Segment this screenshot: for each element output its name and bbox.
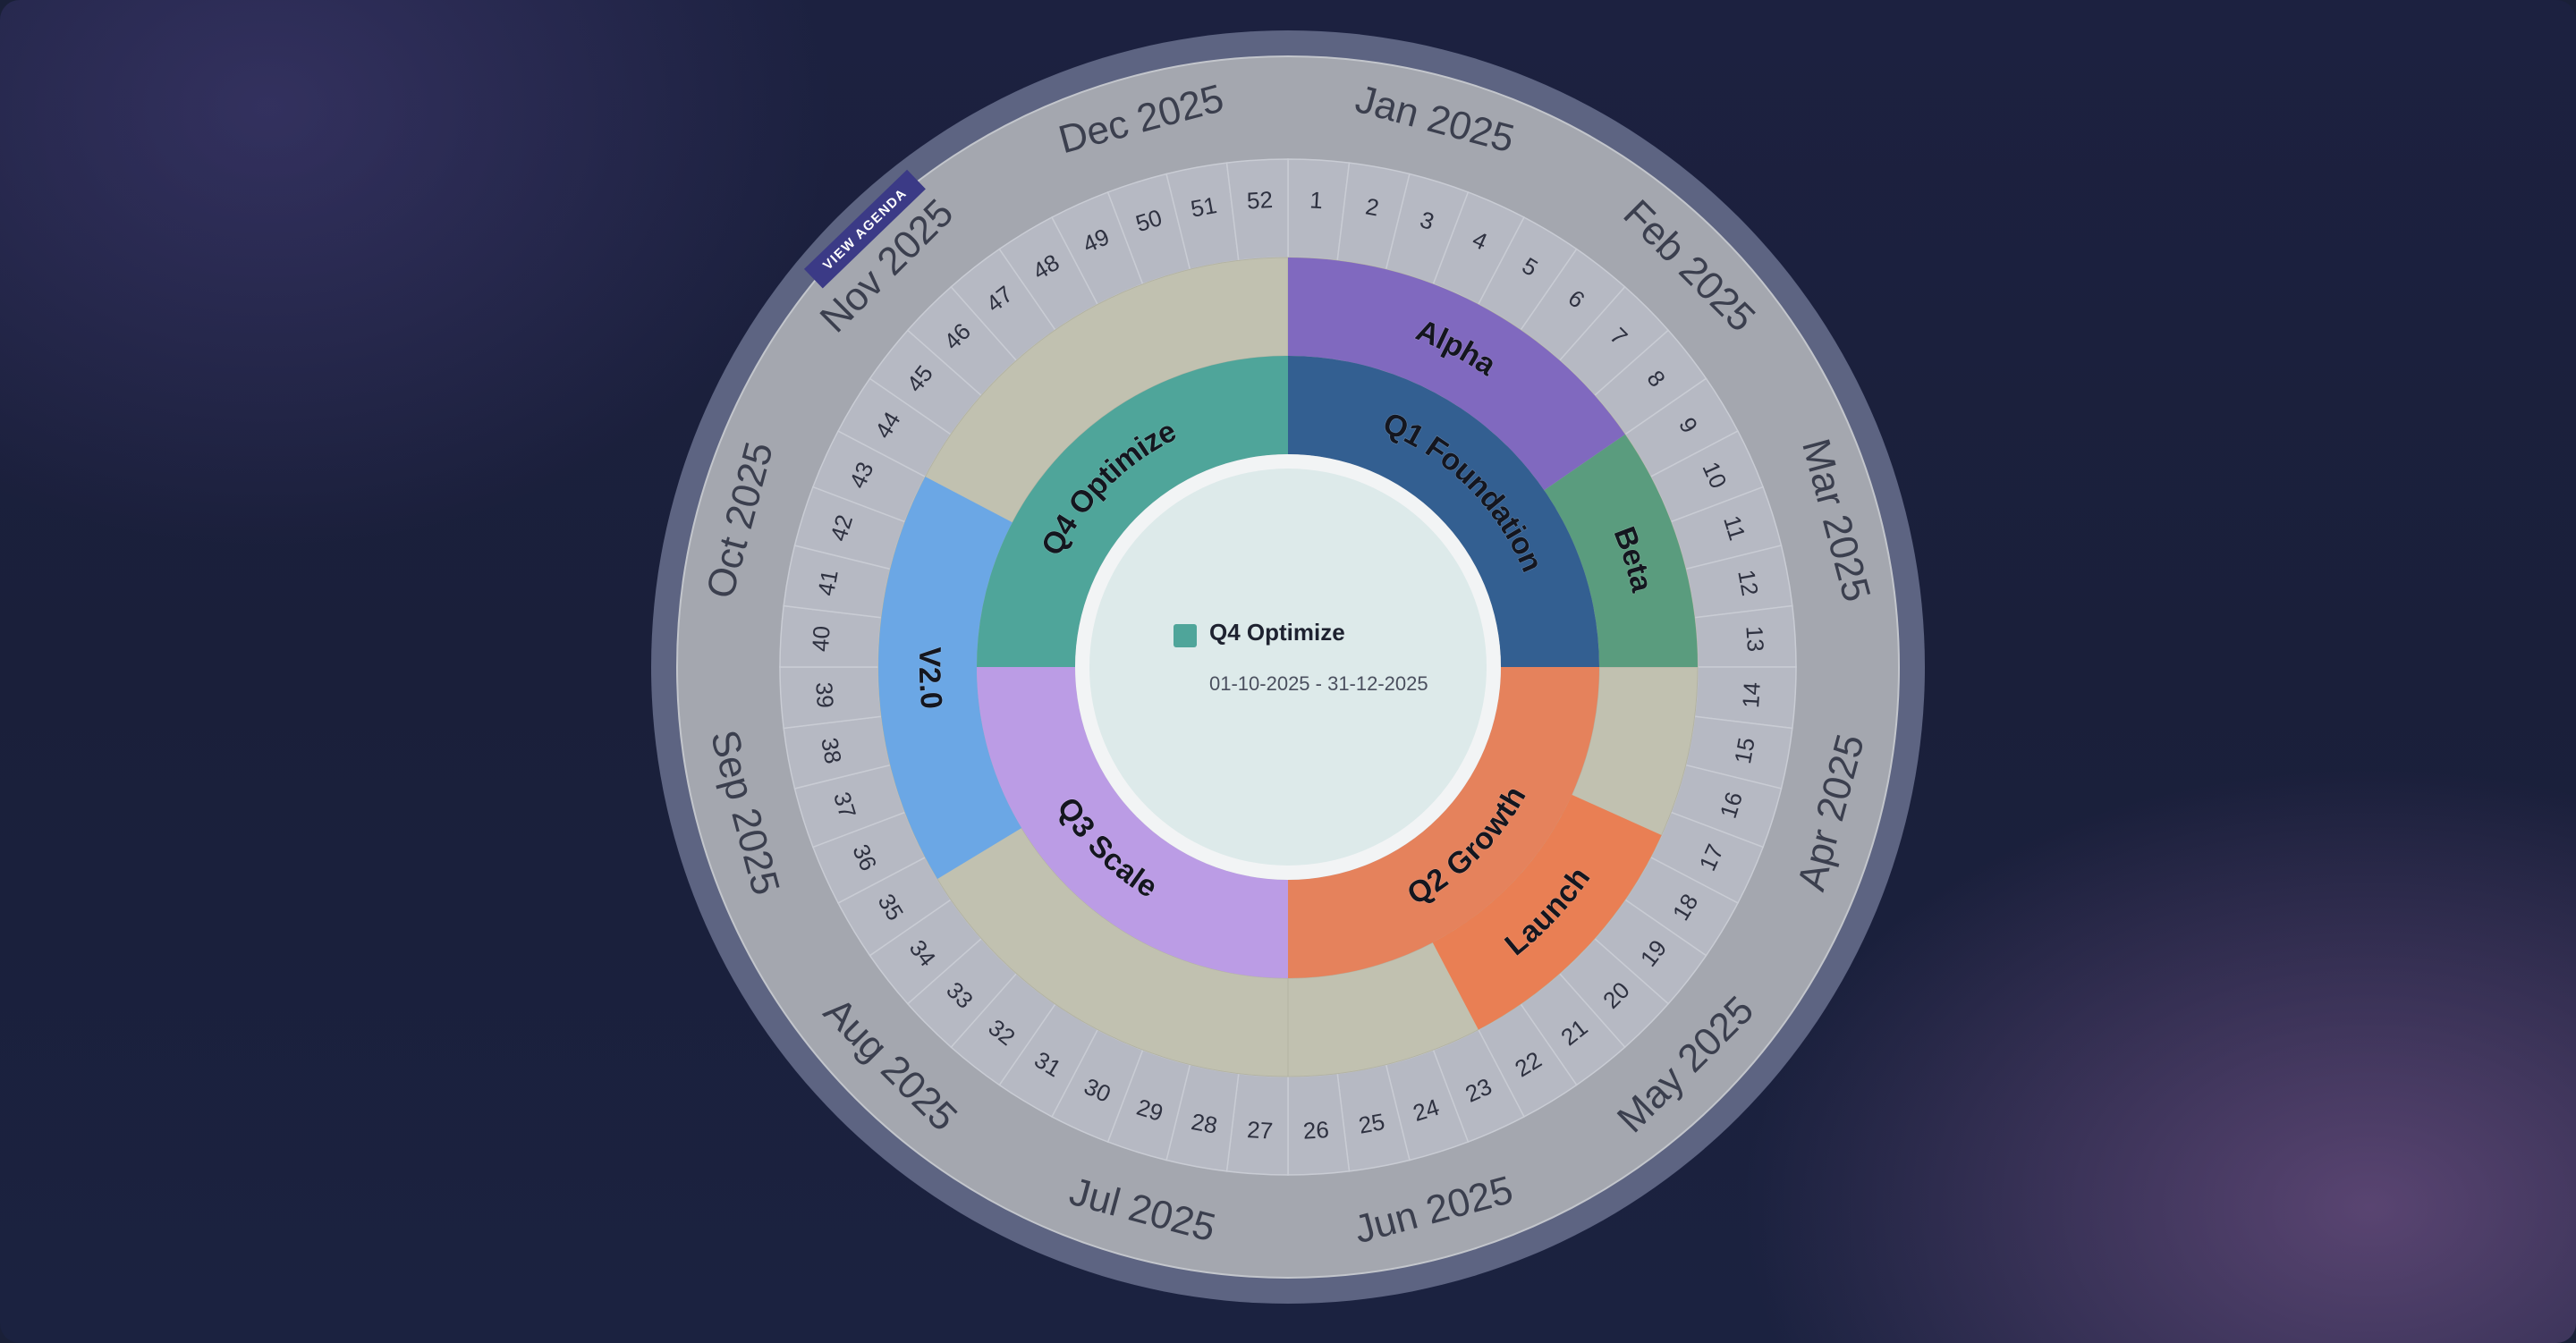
- milestone-label: V2.0: [912, 646, 949, 711]
- week-label: 26: [1302, 1116, 1330, 1145]
- week-label: 1: [1309, 186, 1323, 214]
- milestone-beta[interactable]: [1544, 434, 1698, 667]
- week-label: 40: [807, 625, 835, 653]
- milestone-alpha[interactable]: [1288, 258, 1625, 491]
- milestone-launch[interactable]: [1432, 794, 1662, 1030]
- week-label: 27: [1246, 1116, 1274, 1145]
- week-label: 2: [1363, 192, 1381, 221]
- milestone-ring: [877, 257, 1699, 1077]
- week-label: 14: [1737, 681, 1766, 709]
- quarter-ring: [977, 356, 1599, 978]
- week-label: 39: [810, 681, 839, 709]
- selected-item-dates: 01-10-2025 - 31-12-2025: [1209, 672, 1428, 695]
- week-label: 13: [1741, 625, 1769, 653]
- quarter-q2-growth[interactable]: [1288, 667, 1599, 978]
- week-label: 28: [1190, 1108, 1220, 1139]
- milestone-v2-0[interactable]: [877, 477, 1022, 879]
- week-label: 25: [1357, 1108, 1387, 1139]
- selected-item-title: Q4 Optimize: [1209, 619, 1345, 646]
- week-label: 41: [812, 568, 843, 598]
- center-hub: [1089, 469, 1487, 866]
- week-label: 12: [1733, 568, 1764, 598]
- week-label: 38: [816, 736, 847, 766]
- view-agenda-tab[interactable]: [803, 169, 926, 289]
- quarter-q3-scale[interactable]: [977, 667, 1288, 978]
- quarter-q4-optimize[interactable]: [977, 356, 1288, 667]
- milestone-label-text: V2.0: [911, 646, 949, 711]
- week-label: 15: [1729, 736, 1760, 766]
- week-label: 52: [1246, 186, 1274, 215]
- quarter-q1-foundation[interactable]: [1288, 356, 1599, 667]
- week-label: 51: [1189, 191, 1219, 223]
- selected-color-swatch: [1174, 624, 1197, 647]
